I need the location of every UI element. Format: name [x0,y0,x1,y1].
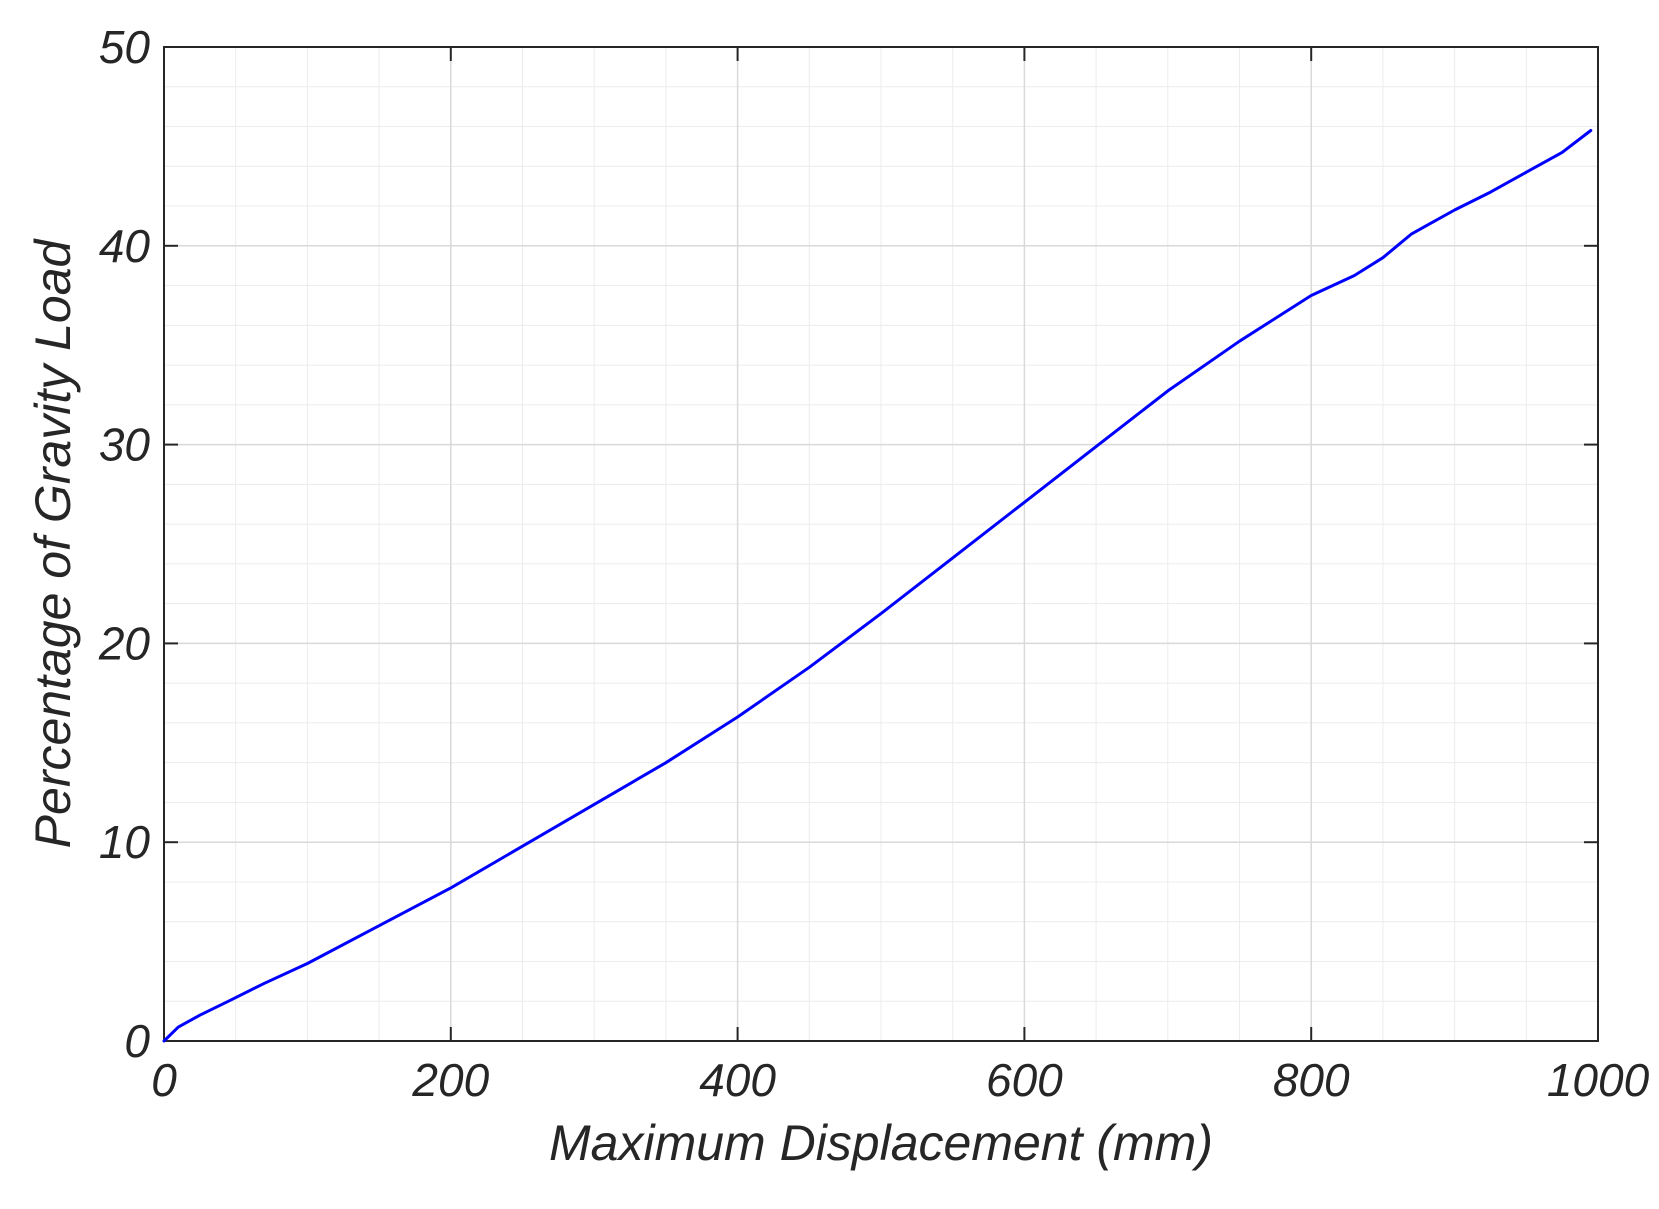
x-tick-label: 600 [986,1054,1063,1106]
series-line [162,129,1593,1043]
x-tick-label: 200 [411,1054,489,1106]
y-tick-label: 50 [99,21,151,73]
y-tick-label: 30 [99,419,151,471]
major-grid [164,47,1598,1041]
y-tick-label: 20 [98,617,151,669]
x-tick-label: 1000 [1547,1054,1650,1106]
minor-grid [164,47,1598,1041]
y-tick-label: 10 [99,816,151,868]
x-tick-label: 0 [151,1054,177,1106]
y-tick-label: 40 [99,220,151,272]
series-group [162,129,1593,1043]
y-tick-labels: 0 10 20 30 40 50 [98,21,151,1067]
axis-ticks [163,46,1599,1042]
y-tick-label: 0 [124,1015,150,1067]
x-axis-label: Maximum Displacement (mm) [549,1115,1213,1171]
x-tick-labels: 0 200 400 600 800 1000 [151,1054,1649,1106]
x-tick-label: 800 [1273,1054,1350,1106]
plot-area-frame [163,46,1599,1042]
x-tick-label: 400 [699,1054,776,1106]
y-axis-label: Percentage of Gravity Load [25,237,81,848]
